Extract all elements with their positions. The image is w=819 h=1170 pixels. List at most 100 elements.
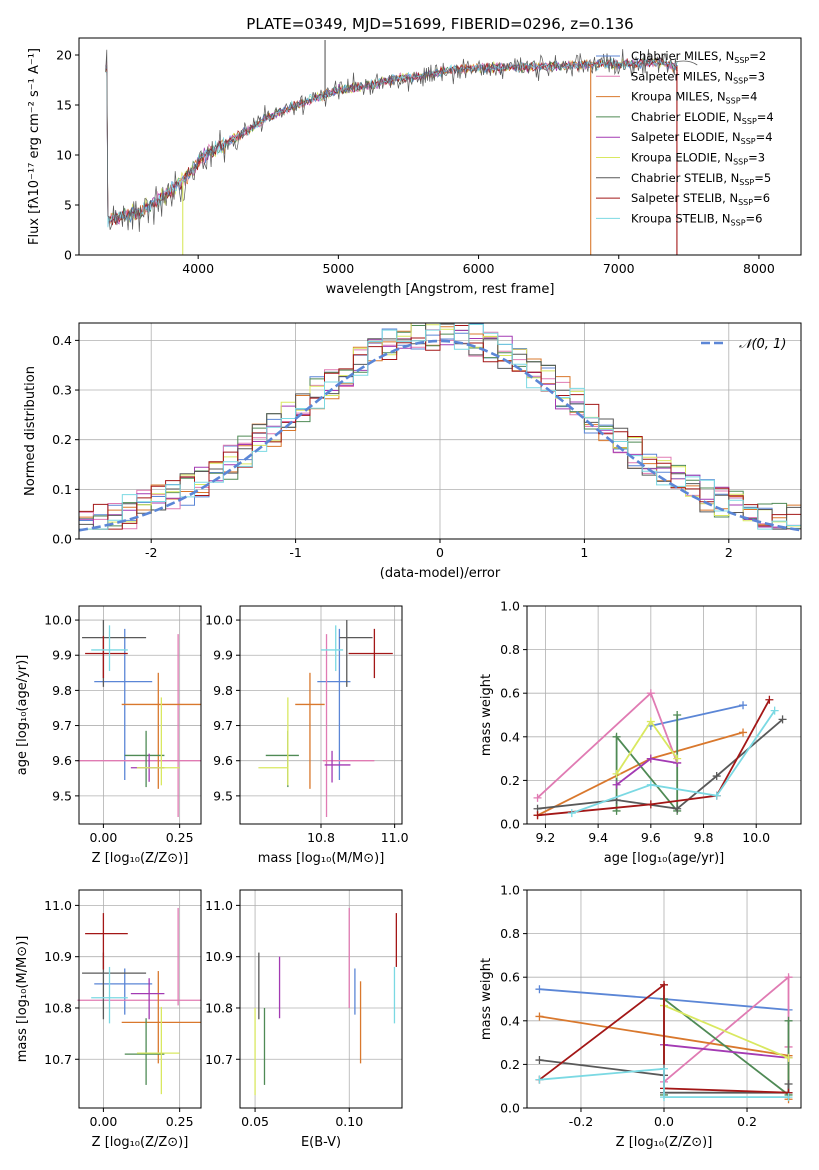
weight-marker-chabrier_stelib — [778, 715, 787, 724]
legend-label: Kroupa ELODIE, NSSP=3 — [631, 151, 765, 167]
weight-marker-salpeter_elodie — [612, 780, 621, 789]
legend-subscript: SSP — [733, 158, 748, 167]
x-tick-label: 5000 — [322, 261, 354, 276]
y-tick-label: 9.5 — [213, 788, 233, 803]
y-tick-label: 11.0 — [205, 898, 233, 913]
x-tick-label: 0 — [436, 545, 444, 560]
y-tick-label: 9.6 — [52, 753, 72, 768]
legend-eq: =4 — [756, 130, 773, 144]
weight-marker-salpeter_miles — [784, 973, 793, 982]
x-axis-label: Z [log₁₀(Z/Z⊙)] — [616, 1135, 713, 1150]
legend-eq: =3 — [748, 151, 765, 165]
y-tick-label: 0.4 — [52, 333, 72, 348]
y-tick-label: 0.4 — [500, 1013, 520, 1028]
legend-subscript: SSP — [734, 56, 749, 65]
weight-marker-salpeter_elodie — [646, 754, 655, 763]
legend-subscript: SSP — [733, 76, 748, 85]
x-axis-label: mass [log₁₀(M/M⊙)] — [258, 851, 385, 866]
legend-eq: =2 — [749, 49, 766, 63]
legend-label: Salpeter ELODIE, NSSP=4 — [631, 130, 773, 146]
axes-frame — [78, 605, 202, 825]
weight-line-kroupa_stelib — [539, 1067, 789, 1098]
weight-marker-kroupa_stelib — [567, 809, 576, 818]
y-tick-label: 10.0 — [44, 613, 72, 628]
legend-subscript: SSP — [741, 137, 756, 146]
x-tick-label: 0.00 — [89, 830, 117, 845]
y-tick-label: 0.1 — [52, 482, 72, 497]
weight-marker-kroupa_elodie — [784, 1053, 793, 1062]
legend-subscript: SSP — [726, 97, 741, 106]
weight-marker-chabrier_stelib — [784, 1080, 793, 1089]
x-tick-label: 9.6 — [641, 830, 661, 845]
residual-histogram-kroupa_stelib — [79, 323, 801, 530]
weight-marker-salpeter_stelib — [533, 811, 542, 820]
weight-marker-kroupa_elodie — [673, 754, 682, 763]
y-tick-label: 0.8 — [500, 642, 520, 657]
spectrum-line-kroupa_miles — [105, 57, 678, 224]
spectrum-line-chabrier_stelib — [105, 49, 678, 232]
weight-marker-kroupa_elodie — [646, 717, 655, 726]
y-tick-label: 0.0 — [52, 532, 72, 547]
legend-label: Kroupa MILES, NSSP=4 — [631, 90, 757, 106]
y-axis-label: Normed distribution — [23, 366, 38, 496]
x-tick-label: 4000 — [182, 261, 214, 276]
y-tick-label: 9.8 — [52, 683, 72, 698]
y-tick-label: 1.0 — [500, 599, 520, 614]
weight-marker-kroupa_stelib — [784, 1093, 793, 1102]
weight-line-kroupa_elodie — [663, 1004, 789, 1059]
weight-marker-salpeter_stelib — [765, 695, 774, 704]
weight-line-chabrier_elodie — [615, 715, 679, 814]
y-axis-label: mass [log₁₀(M/M⊙)] — [15, 936, 30, 1063]
y-axis-label: mass weight — [479, 958, 494, 1040]
weight-marker-chabrier_stelib — [535, 1056, 544, 1065]
weight-marker-kroupa_stelib — [646, 780, 655, 789]
x-tick-label: 9.4 — [588, 830, 608, 845]
x-tick-label: 6000 — [463, 261, 495, 276]
axes-frame — [78, 889, 202, 1109]
weight-line-kroupa_stelib — [571, 710, 776, 814]
y-tick-label: 10.8 — [205, 1000, 233, 1015]
y-axis-label: mass weight — [479, 674, 494, 756]
y-tick-label: 9.9 — [52, 648, 72, 663]
weight-line-chabrier_miles — [650, 704, 744, 727]
x-tick-label: 0.00 — [89, 1114, 117, 1129]
x-tick-label: 8000 — [743, 261, 775, 276]
x-axis-label: Z [log₁₀(Z/Z⊙)] — [92, 1135, 189, 1150]
y-tick-label: 0.0 — [500, 817, 520, 832]
x-tick-label: 11.0 — [381, 830, 409, 845]
y-tick-label: 9.7 — [213, 718, 233, 733]
spectrum-tail — [674, 60, 698, 66]
weight-marker-chabrier_elodie — [612, 732, 621, 741]
x-axis-label: Z [log₁₀(Z/Z⊙)] — [92, 851, 189, 866]
y-tick-label: 10.7 — [205, 1052, 233, 1067]
residual-histogram-salpeter_stelib — [79, 323, 801, 530]
weight-marker-kroupa_stelib — [712, 791, 721, 800]
y-tick-label: 10 — [56, 148, 72, 163]
legend-eq: =5 — [754, 171, 771, 185]
axes-frame — [526, 605, 802, 825]
weight-line-salpeter_elodie — [663, 1043, 789, 1059]
x-tick-label: 0.25 — [166, 1114, 194, 1129]
weight-marker-chabrier_miles — [739, 701, 748, 710]
legend-eq: =3 — [748, 69, 765, 83]
y-tick-label: 0.0 — [500, 1101, 520, 1116]
y-tick-label: 9.5 — [52, 788, 72, 803]
weight-marker-chabrier_elodie — [673, 711, 682, 719]
legend-subscript: SSP — [742, 117, 757, 126]
y-tick-label: 0 — [64, 248, 72, 263]
y-tick-label: 10.0 — [205, 613, 233, 628]
weight-marker-chabrier_stelib — [673, 804, 682, 813]
x-tick-label: 10.0 — [742, 830, 770, 845]
legend-subscript: SSP — [738, 198, 753, 207]
legend-eq: =6 — [753, 191, 770, 205]
y-tick-label: 0.2 — [500, 1057, 520, 1072]
legend-label: Chabrier MILES, NSSP=2 — [631, 49, 766, 65]
x-axis-label: age [log₁₀(age/yr)] — [604, 851, 725, 866]
x-axis-label: (data-model)/error — [380, 566, 501, 581]
y-tick-label: 1.0 — [500, 883, 520, 898]
weight-marker-chabrier_stelib — [712, 772, 721, 781]
y-tick-label: 9.7 — [52, 718, 72, 733]
x-tick-label: 0.05 — [241, 1114, 269, 1129]
y-tick-label: 9.9 — [213, 648, 233, 663]
